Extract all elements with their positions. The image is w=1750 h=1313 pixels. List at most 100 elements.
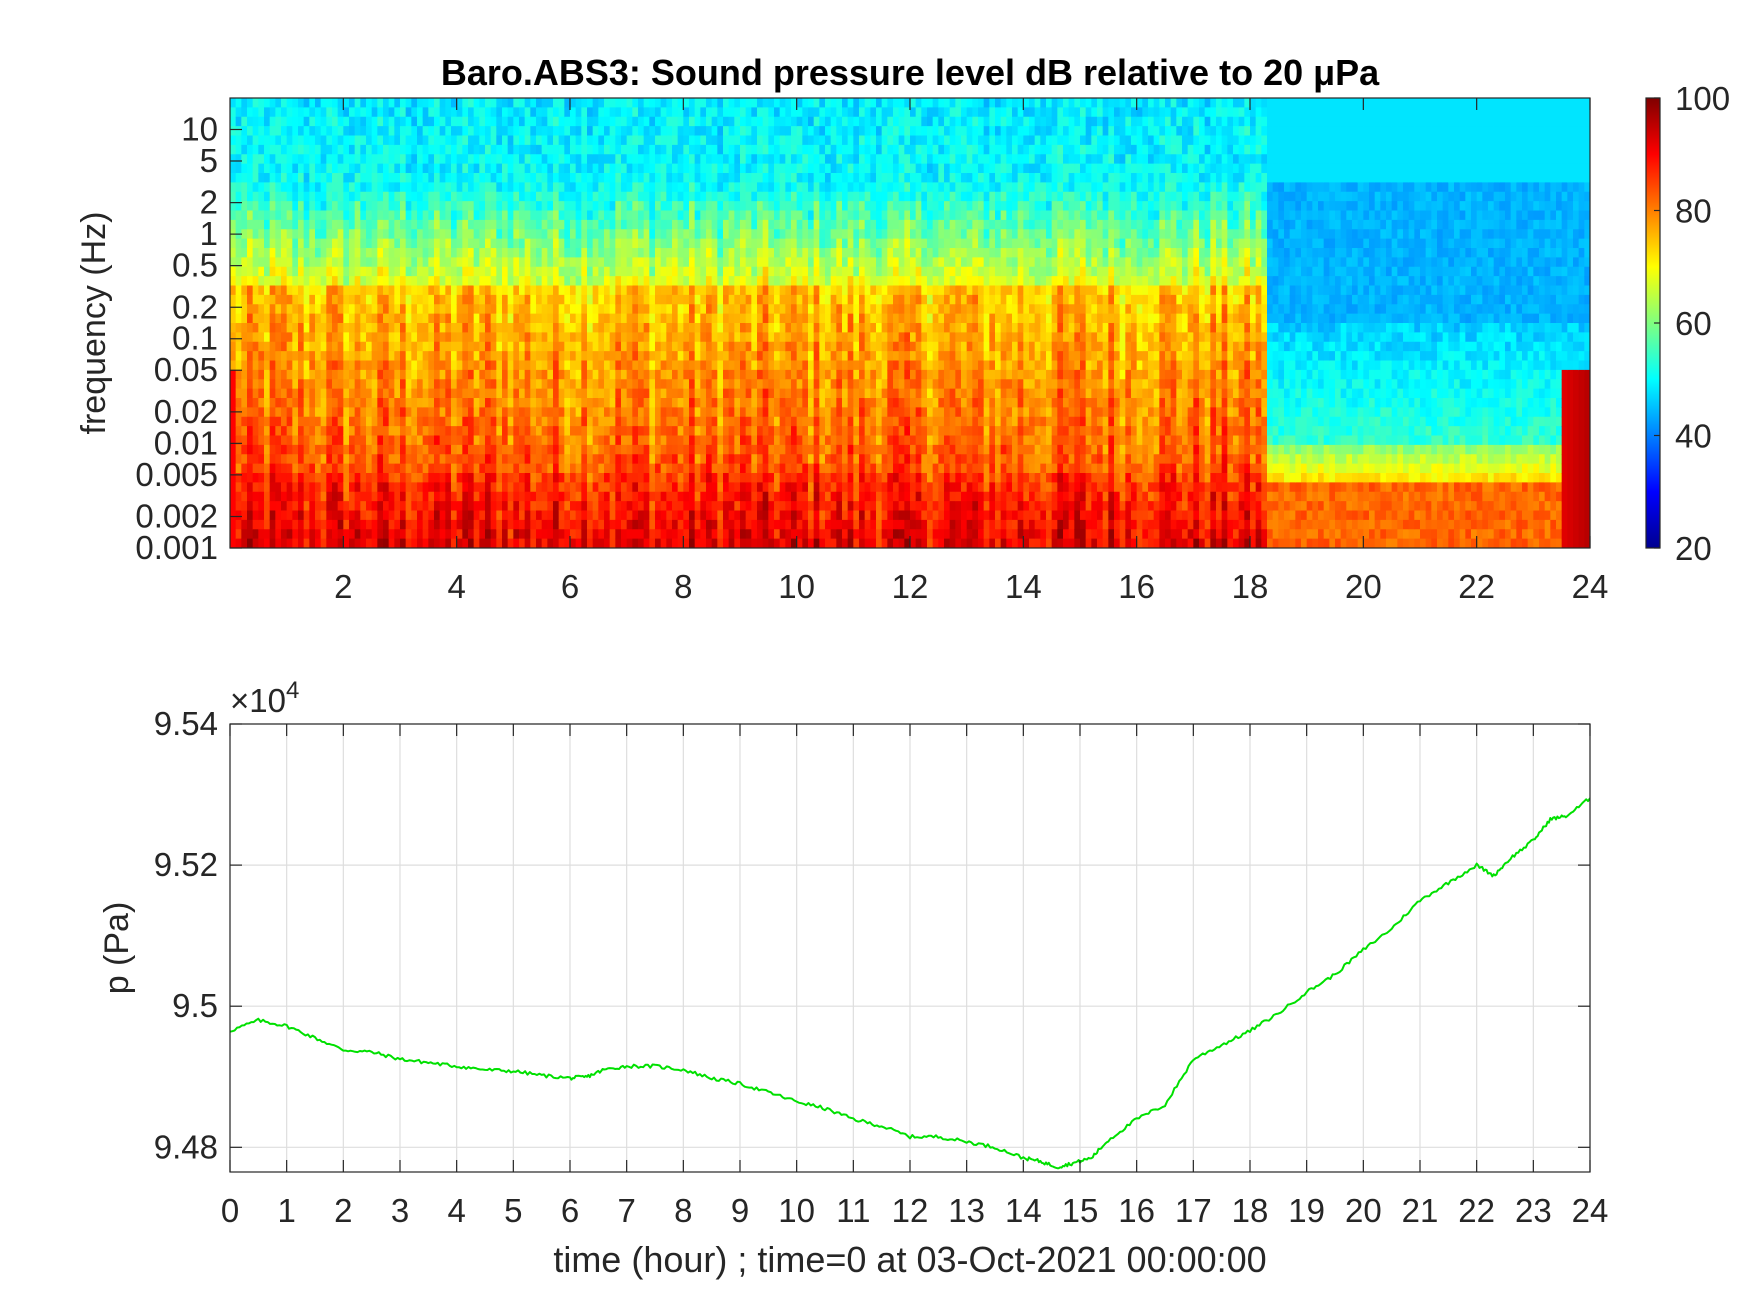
heatmap-cell: [813, 341, 820, 352]
heatmap-cell: [468, 416, 475, 427]
heatmap-cell: [796, 154, 803, 165]
heatmap-cell: [609, 473, 616, 483]
heatmap-cell: [439, 463, 446, 474]
heatmap-cell: [309, 388, 316, 399]
heatmap-cell: [315, 323, 322, 333]
heatmap-cell: [768, 369, 775, 380]
heatmap-cell: [660, 473, 667, 483]
heatmap-cell: [320, 182, 327, 193]
heatmap-cell: [349, 144, 356, 155]
heatmap-cell: [587, 416, 594, 427]
heatmap-cell: [717, 323, 724, 333]
heatmap-cell: [269, 398, 276, 408]
heatmap-cell: [360, 116, 367, 127]
heatmap-cell: [428, 238, 435, 249]
heatmap-cell: [502, 257, 509, 268]
heatmap-cell: [451, 463, 458, 474]
heatmap-cell: [411, 116, 418, 127]
heatmap-cell: [281, 304, 288, 315]
heatmap-cell: [626, 285, 633, 296]
heatmap-cell: [791, 501, 798, 512]
heatmap-cell: [371, 435, 378, 446]
heatmap-cell: [456, 219, 463, 230]
heatmap-cell: [507, 407, 514, 418]
heatmap-cell: [519, 248, 526, 258]
heatmap-cell: [439, 454, 446, 465]
heatmap-cell: [813, 116, 820, 127]
heatmap-cell: [309, 135, 316, 146]
heatmap-cell: [400, 473, 407, 483]
heatmap-cell: [451, 210, 458, 221]
heatmap-cell: [326, 313, 333, 324]
heatmap-cell: [507, 341, 514, 352]
heatmap-cell: [241, 538, 248, 548]
heatmap-cell: [309, 482, 316, 493]
heatmap-cell: [660, 379, 667, 390]
heatmap-cell: [320, 426, 327, 437]
heatmap-cell: [496, 229, 503, 240]
heatmap-cell: [445, 510, 452, 521]
heatmap-cell: [241, 201, 248, 212]
heatmap-cell: [660, 144, 667, 155]
heatmap-cell: [751, 219, 758, 230]
heatmap-cell: [638, 369, 645, 380]
heatmap-cell: [502, 163, 509, 174]
heatmap-cell: [303, 126, 310, 137]
heatmap-cell: [354, 323, 361, 333]
heatmap-cell: [796, 501, 803, 512]
heatmap-cell: [672, 444, 679, 455]
heatmap-cell: [332, 360, 339, 371]
heatmap-cell: [808, 135, 815, 146]
heatmap-cell: [626, 182, 633, 193]
heatmap-cell: [252, 135, 259, 146]
heatmap-cell: [286, 473, 293, 483]
heatmap-cell: [745, 144, 752, 155]
heatmap-cell: [264, 369, 271, 380]
heatmap-cell: [530, 266, 537, 277]
heatmap-cell: [417, 341, 424, 352]
heatmap-cell: [315, 98, 322, 108]
heatmap-cell: [524, 304, 531, 315]
heatmap-cell: [604, 266, 611, 277]
heatmap-cell: [507, 248, 514, 258]
heatmap-cell: [553, 332, 560, 343]
heatmap-cell: [417, 163, 424, 174]
heatmap-cell: [649, 173, 656, 183]
heatmap-cell: [332, 388, 339, 399]
heatmap-cell: [649, 501, 656, 512]
heatmap-cell: [802, 463, 809, 474]
heatmap-cell: [570, 435, 577, 446]
heatmap-cell: [558, 173, 565, 183]
heatmap-cell: [558, 519, 565, 530]
heatmap-cell: [672, 538, 679, 548]
heatmap-cell: [400, 126, 407, 137]
heatmap-cell: [717, 444, 724, 455]
heatmap-cell: [445, 107, 452, 118]
heatmap-cell: [264, 426, 271, 437]
heatmap-cell: [479, 163, 486, 174]
heatmap-cell: [740, 116, 747, 127]
heatmap-cell: [309, 369, 316, 380]
heatmap-cell: [581, 398, 588, 408]
heatmap-cell: [779, 276, 786, 287]
heatmap-cell: [655, 435, 662, 446]
heatmap-cell: [813, 332, 820, 343]
heatmap-cell: [275, 491, 282, 502]
heatmap-cell: [405, 144, 412, 155]
heatmap-cell: [689, 107, 696, 118]
heatmap-cell: [536, 454, 543, 465]
heatmap-cell: [320, 463, 327, 474]
heatmap-cell: [360, 426, 367, 437]
heatmap-cell: [649, 491, 656, 502]
heatmap-cell: [553, 435, 560, 446]
heatmap-cell: [252, 444, 259, 455]
heatmap-cell: [808, 491, 815, 502]
heatmap-cell: [292, 285, 299, 296]
heatmap-cell: [343, 519, 350, 530]
heatmap-cell: [507, 154, 514, 165]
heatmap-cell: [541, 248, 548, 258]
heatmap-cell: [575, 379, 582, 390]
heatmap-cell: [252, 238, 259, 249]
heatmap-cell: [513, 98, 520, 108]
heatmap-cell: [377, 519, 384, 530]
